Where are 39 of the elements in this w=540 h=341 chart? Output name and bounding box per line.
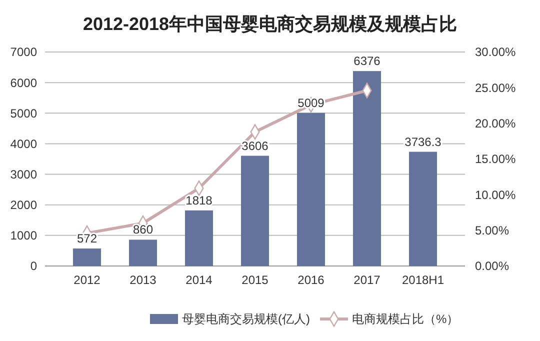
bar <box>297 112 325 266</box>
chart-title: 2012-2018年中国母婴电商交易规模及规模占比 <box>82 14 458 34</box>
bar <box>73 248 101 266</box>
y-tick-label: 6000 <box>10 76 38 90</box>
data-label: 5009 <box>298 96 325 110</box>
x-tick-label: 2012 <box>74 273 101 287</box>
y2-tick-label: 15.00% <box>475 152 516 166</box>
y2-tick-label: 30.00% <box>475 45 516 60</box>
y-tick-label: 4000 <box>10 136 38 151</box>
bar <box>129 240 157 266</box>
y2-tick-label: 0.00% <box>475 259 510 274</box>
y-tick-label: 2000 <box>10 198 38 212</box>
x-tick-label: 2015 <box>242 273 269 287</box>
data-label: 572 <box>76 232 98 246</box>
y-tick-label: 5000 <box>10 106 38 120</box>
x-tick-label: 2013 <box>130 273 157 287</box>
data-label: 1818 <box>186 193 213 208</box>
y2-tick-label: 25.00% <box>475 80 516 95</box>
y-tick-label: 3000 <box>10 167 38 182</box>
y-tick-label: 1000 <box>10 228 38 243</box>
data-label: 3736.3 <box>404 134 442 149</box>
bar <box>185 210 213 266</box>
bar <box>353 71 381 266</box>
data-label: 860 <box>132 222 154 237</box>
y2-tick-label: 10.00% <box>475 188 516 202</box>
data-label: 3606 <box>242 138 269 153</box>
x-tick-label: 2014 <box>186 273 213 287</box>
x-tick-label: 2017 <box>354 273 381 287</box>
y2-tick-label: 20.00% <box>475 116 516 131</box>
data-label: 6376 <box>354 54 381 68</box>
x-tick-label: 2016 <box>298 273 325 287</box>
bar <box>409 152 437 266</box>
bar <box>241 156 269 266</box>
y2-tick-label: 5.00% <box>475 224 510 238</box>
y-tick-label: 0 <box>30 259 38 274</box>
x-tick-label: 2018H1 <box>402 273 444 287</box>
y-tick-label: 7000 <box>10 45 38 60</box>
legend-label: 电商规模占比（%） <box>352 312 459 326</box>
legend-label: 母婴电商交易规模(亿人) <box>182 312 310 326</box>
